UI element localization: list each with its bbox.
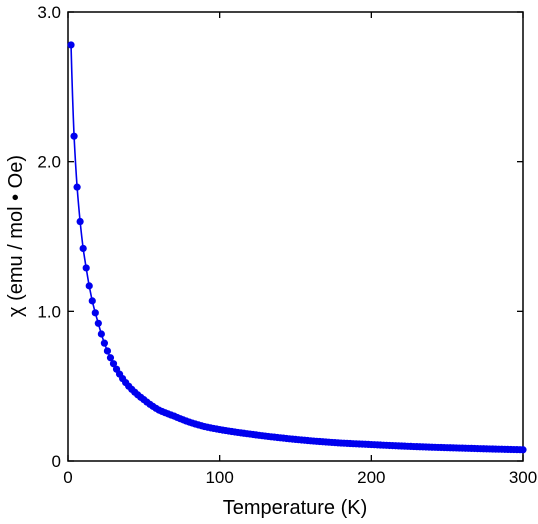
data-point: [94, 319, 102, 327]
y-tick-label: 3.0: [37, 3, 61, 22]
data-point: [100, 339, 108, 347]
series-line: [70, 44, 524, 451]
y-axis-title: χ (emu / mol • Oe): [5, 155, 27, 317]
data-point: [106, 354, 115, 362]
axis-ticks: [67, 11, 524, 462]
data-point: [519, 446, 527, 454]
data-point: [88, 297, 96, 305]
data-point: [67, 41, 75, 49]
data-point: [73, 183, 81, 191]
x-tick-label: 0: [63, 468, 72, 487]
data-point: [76, 217, 84, 226]
data-point: [97, 330, 105, 338]
axis-tick-labels: 0 100 200 300 0 1.0 2.0 3.0: [37, 3, 537, 487]
x-tick-label: 200: [357, 468, 385, 487]
plot-frame: [67, 11, 524, 462]
data-series: [67, 41, 527, 454]
y-tick-label: 1.0: [37, 302, 61, 321]
y-tick-label: 2.0: [37, 153, 61, 172]
data-point: [82, 264, 90, 272]
data-point: [85, 282, 93, 290]
x-axis-title: Temperature (K): [223, 497, 368, 519]
data-point: [109, 360, 118, 368]
data-point: [79, 244, 87, 253]
x-tick-label: 100: [205, 468, 233, 487]
data-point: [91, 309, 99, 317]
y-tick-label: 0: [52, 452, 61, 471]
data-point: [103, 347, 112, 355]
x-tick-label: 300: [509, 468, 537, 487]
data-point: [70, 132, 78, 140]
